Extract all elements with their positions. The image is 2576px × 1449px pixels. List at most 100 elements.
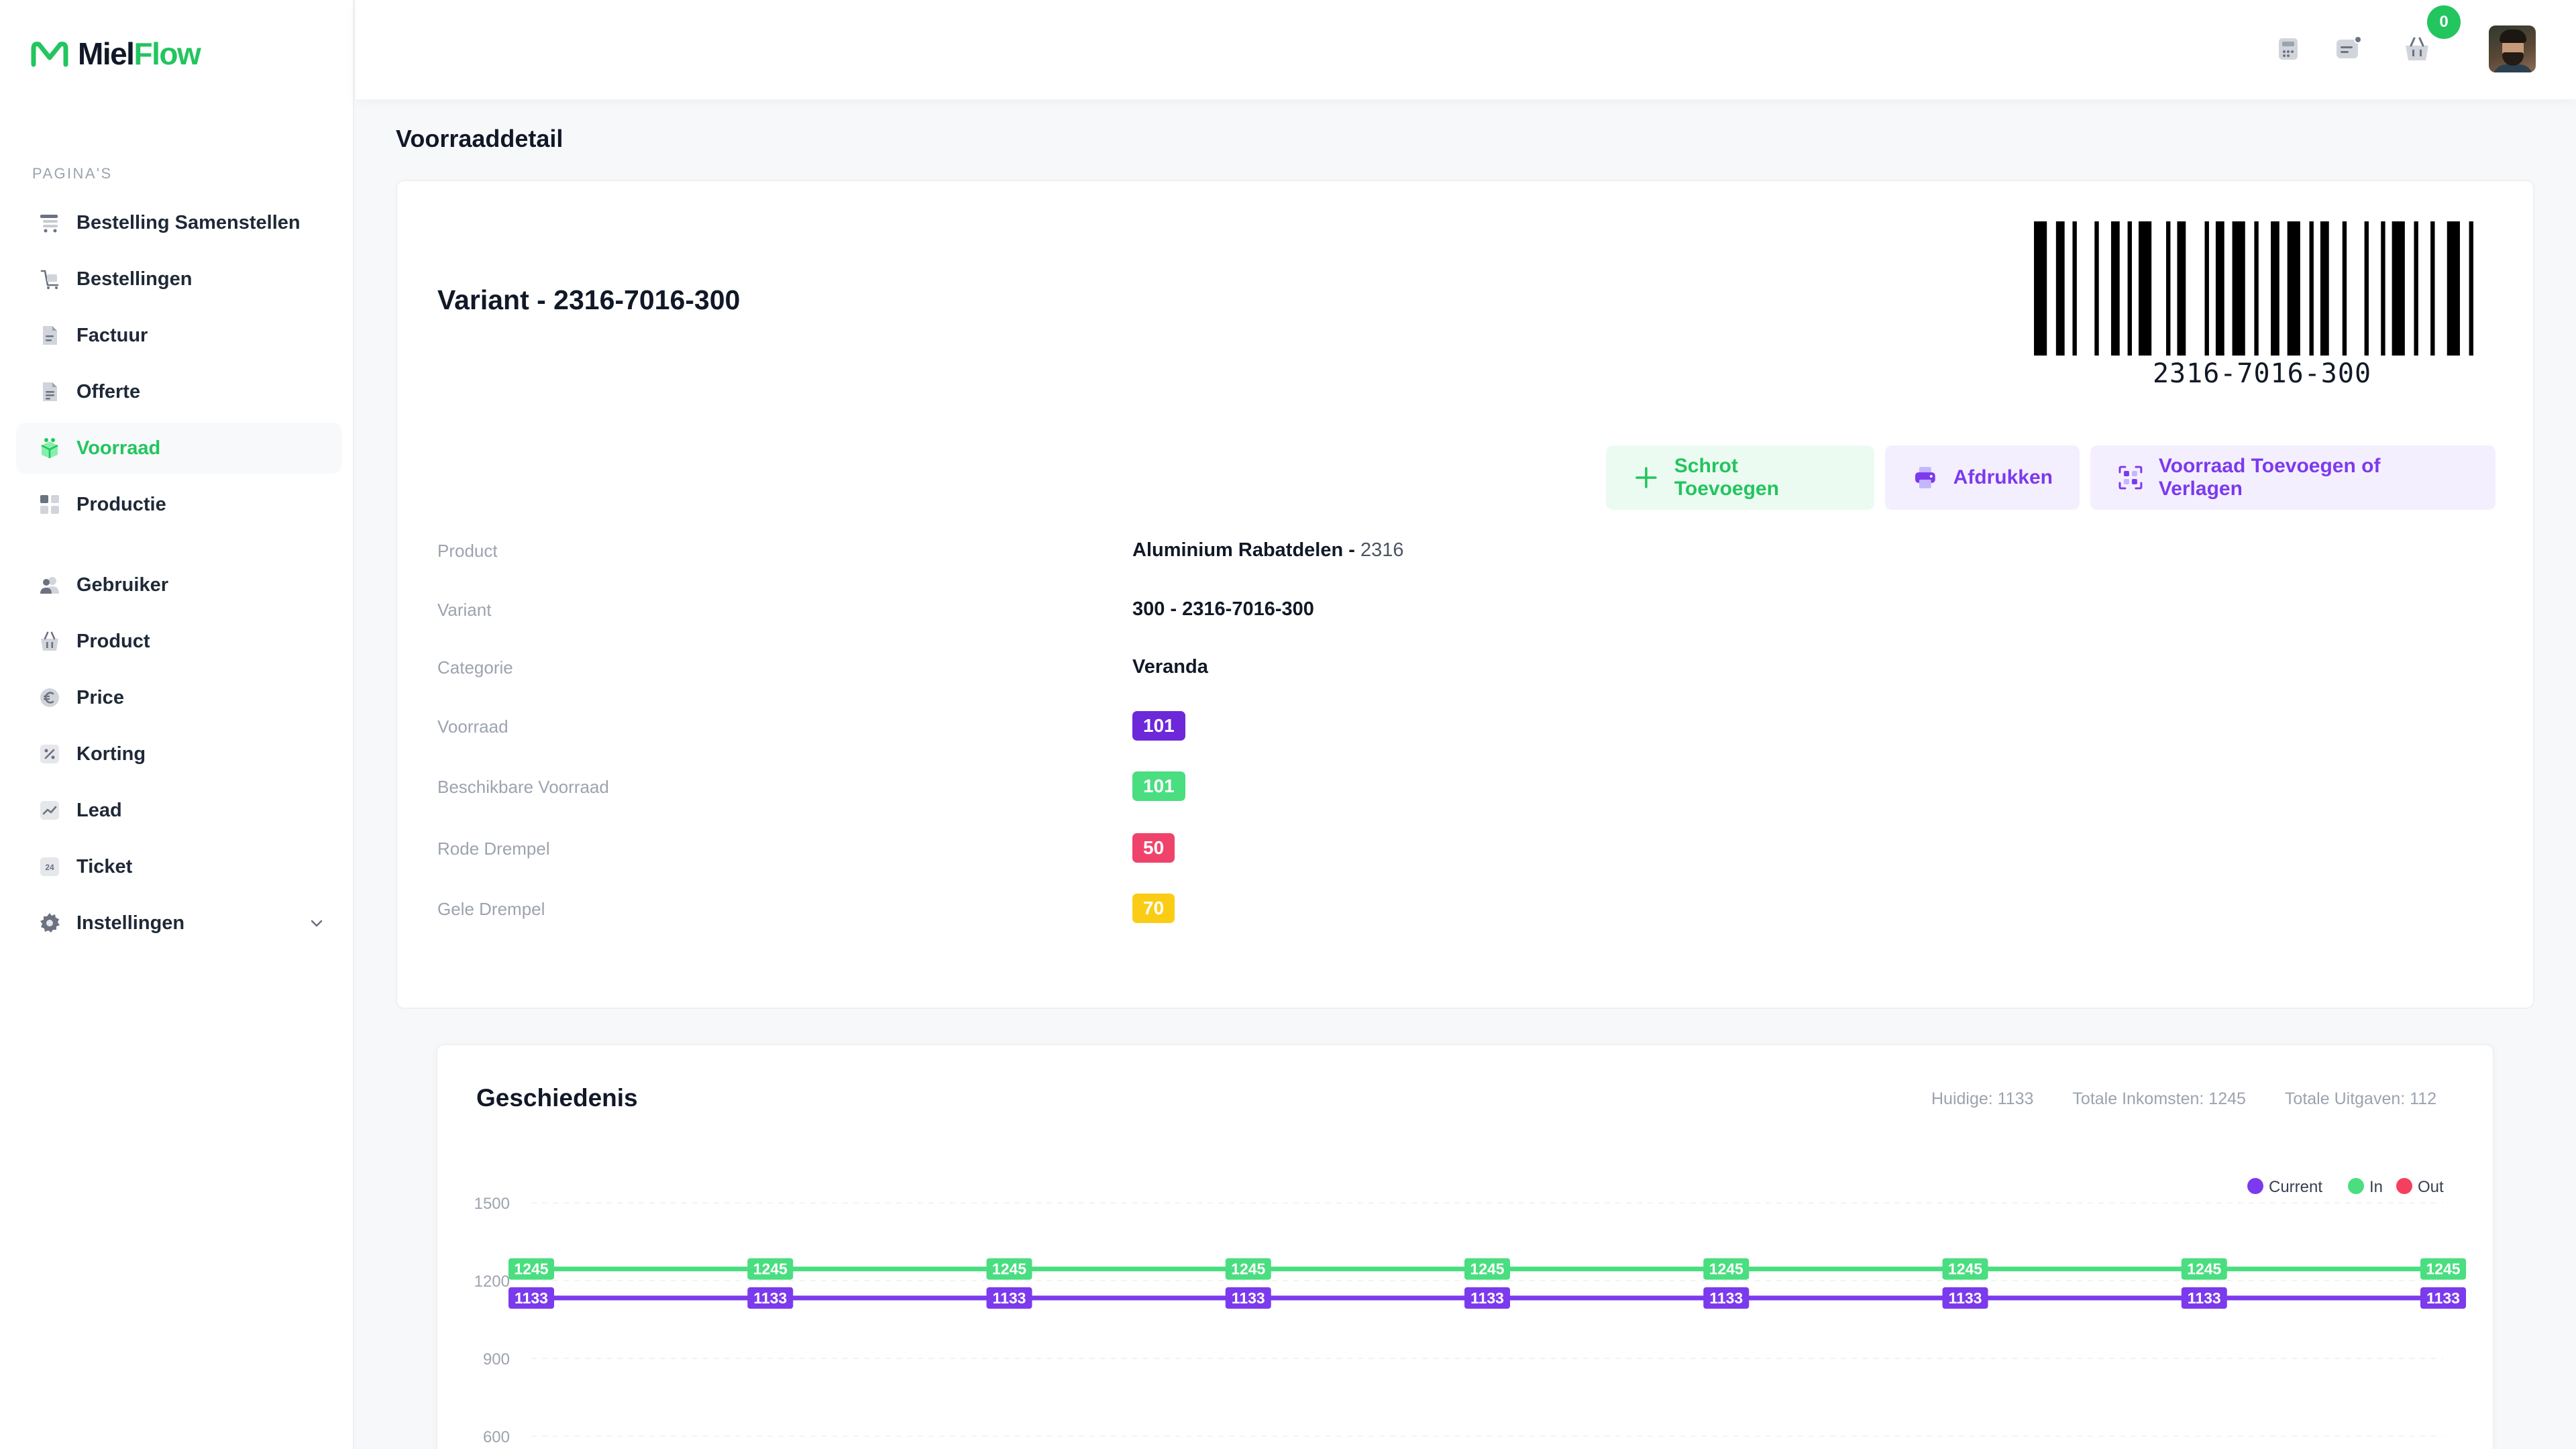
data-label-in: 1245	[747, 1258, 794, 1280]
data-label-current: 1133	[508, 1287, 554, 1309]
basket-icon	[38, 629, 62, 653]
sidebar-item-productie[interactable]: Productie	[16, 479, 342, 530]
legend-item-in[interactable]: In	[2348, 1178, 2383, 1196]
detail-row-red-threshold: Rode Drempel 50	[437, 830, 2047, 871]
data-label-current: 1133	[1225, 1287, 1271, 1309]
sidebar-item-offerte[interactable]: Offerte	[16, 366, 342, 417]
sidebar-item-bestellingen[interactable]: Bestellingen	[16, 254, 342, 305]
stock-icon	[38, 436, 62, 460]
sidebar-item-korting[interactable]: Korting	[16, 729, 342, 780]
sidebar-item-factuur[interactable]: Factuur	[16, 310, 342, 361]
sidebar-item-product[interactable]: Product	[16, 616, 342, 667]
data-label-in: 1245	[2181, 1258, 2227, 1280]
orders-icon	[38, 267, 62, 291]
svg-text:1133: 1133	[993, 1289, 1026, 1307]
section-label: PAGINA'S	[32, 165, 113, 182]
sidebar-nav: Bestelling Samenstellen Bestellingen Fac…	[16, 197, 342, 954]
expense-stat: Totale Uitgaven: 112	[2284, 1089, 2436, 1108]
sidebar-item-instellingen[interactable]: Instellingen	[16, 898, 342, 949]
data-label-current: 1133	[2181, 1287, 2227, 1309]
sidebar-item-voorraad[interactable]: Voorraad	[16, 423, 342, 474]
gear-icon	[38, 911, 62, 935]
data-label-current: 1133	[986, 1287, 1032, 1309]
sidebar-item-ticket[interactable]: 24 Ticket	[16, 841, 342, 892]
users-icon	[38, 573, 62, 597]
svg-text:Current: Current	[2269, 1178, 2322, 1196]
y-tick-label: 900	[483, 1350, 510, 1368]
logo-icon	[31, 42, 68, 67]
svg-text:1245: 1245	[753, 1260, 788, 1278]
svg-text:1133: 1133	[1709, 1289, 1743, 1307]
sidebar-item-lead[interactable]: Lead	[16, 785, 342, 836]
svg-text:1245: 1245	[1948, 1260, 1982, 1278]
data-label-in: 1245	[2420, 1258, 2466, 1280]
variant-card: Variant - 2316-7016-300 2316-7016-300 Sc…	[396, 180, 2534, 1009]
yellow-threshold-badge: 70	[1132, 894, 1175, 923]
cart-count-badge: 0	[2427, 5, 2461, 39]
svg-text:1133: 1133	[1949, 1289, 1982, 1307]
data-label-in: 1245	[1942, 1258, 1988, 1280]
svg-text:1245: 1245	[1470, 1260, 1504, 1278]
notification-icon[interactable]	[2332, 32, 2365, 66]
svg-text:1245: 1245	[1709, 1260, 1743, 1278]
plus-icon	[1635, 467, 1657, 488]
category-value: Veranda	[1132, 656, 1208, 678]
data-label-in: 1245	[1703, 1258, 1750, 1280]
ticket-24-icon: 24	[38, 855, 62, 879]
svg-text:1133: 1133	[1470, 1289, 1504, 1307]
svg-text:1245: 1245	[1231, 1260, 1265, 1278]
y-tick-label: 600	[483, 1428, 510, 1446]
add-scrap-button[interactable]: Schrot Toevoegen	[1606, 445, 1874, 510]
sidebar-item-bestelling-samenstellen[interactable]: Bestelling Samenstellen	[16, 197, 342, 248]
sidebar-item-gebruiker[interactable]: Gebruiker	[16, 559, 342, 610]
data-label-in: 1245	[1225, 1258, 1271, 1280]
svg-text:1245: 1245	[2187, 1260, 2221, 1278]
data-label-current: 1133	[2420, 1287, 2466, 1309]
income-stat: Totale Inkomsten: 1245	[2072, 1089, 2246, 1108]
legend-item-out[interactable]: Out	[2396, 1178, 2444, 1196]
svg-text:In: In	[2369, 1178, 2383, 1196]
printer-icon	[1915, 467, 1935, 488]
cart-icon[interactable]	[2400, 32, 2434, 66]
history-card: 600 900 1200 1500 1245 1245 1245 1245 1245 1245 12…	[436, 1044, 2494, 1449]
avatar[interactable]	[2489, 25, 2536, 72]
history-stats: Huidige: 1133 Totale Inkomsten: 1245 Tot…	[1931, 1089, 2436, 1109]
stock-badge: 101	[1132, 711, 1185, 741]
svg-text:1245: 1245	[514, 1260, 548, 1278]
svg-text:1133: 1133	[1232, 1289, 1265, 1307]
data-label-current: 1133	[1703, 1287, 1750, 1309]
barcode-text: 2316-7016-300	[2152, 358, 2372, 389]
sidebar-item-price[interactable]: Price	[16, 672, 342, 723]
available-stock-badge: 101	[1132, 771, 1185, 801]
invoice-icon	[38, 323, 62, 347]
svg-text:24: 24	[45, 863, 54, 872]
data-label-in: 1245	[1464, 1258, 1510, 1280]
cart-list-icon	[38, 211, 62, 235]
detail-row-product: Product Aluminium Rabatdelen - 2316	[437, 539, 1404, 561]
detail-row-stock: Voorraad 101	[437, 708, 2047, 749]
svg-text:1133: 1133	[2188, 1289, 2221, 1307]
print-button[interactable]: Afdrukken	[1885, 445, 2080, 510]
adjust-stock-button[interactable]: Voorraad Toevoegen of Verlagen	[2090, 445, 2496, 510]
y-tick-label: 1500	[474, 1195, 510, 1213]
product-value: Aluminium Rabatdelen - 2316	[1132, 539, 1404, 561]
percent-icon	[38, 742, 62, 766]
detail-row-yellow-threshold: Gele Drempel 70	[437, 891, 2047, 931]
trend-icon	[38, 798, 62, 822]
svg-text:1133: 1133	[2426, 1289, 2460, 1307]
data-label-current: 1133	[747, 1287, 794, 1309]
chevron-down-icon[interactable]	[309, 915, 325, 931]
variant-title: Variant - 2316-7016-300	[437, 284, 741, 315]
detail-row-category: Categorie Veranda	[437, 656, 1208, 678]
logo[interactable]: MielFlow	[31, 32, 201, 75]
svg-text:Out: Out	[2418, 1178, 2444, 1196]
barcode	[2034, 221, 2473, 356]
red-threshold-badge: 50	[1132, 833, 1175, 863]
legend-item-current[interactable]: Current	[2247, 1178, 2322, 1196]
data-label-in: 1245	[508, 1258, 554, 1280]
grid-icon	[38, 492, 62, 517]
y-tick-label: 1200	[474, 1273, 510, 1291]
calculator-icon[interactable]	[2271, 32, 2305, 66]
variant-value: 300 - 2316-7016-300	[1132, 598, 1314, 620]
page-title: Voorraaddetail	[396, 125, 564, 152]
